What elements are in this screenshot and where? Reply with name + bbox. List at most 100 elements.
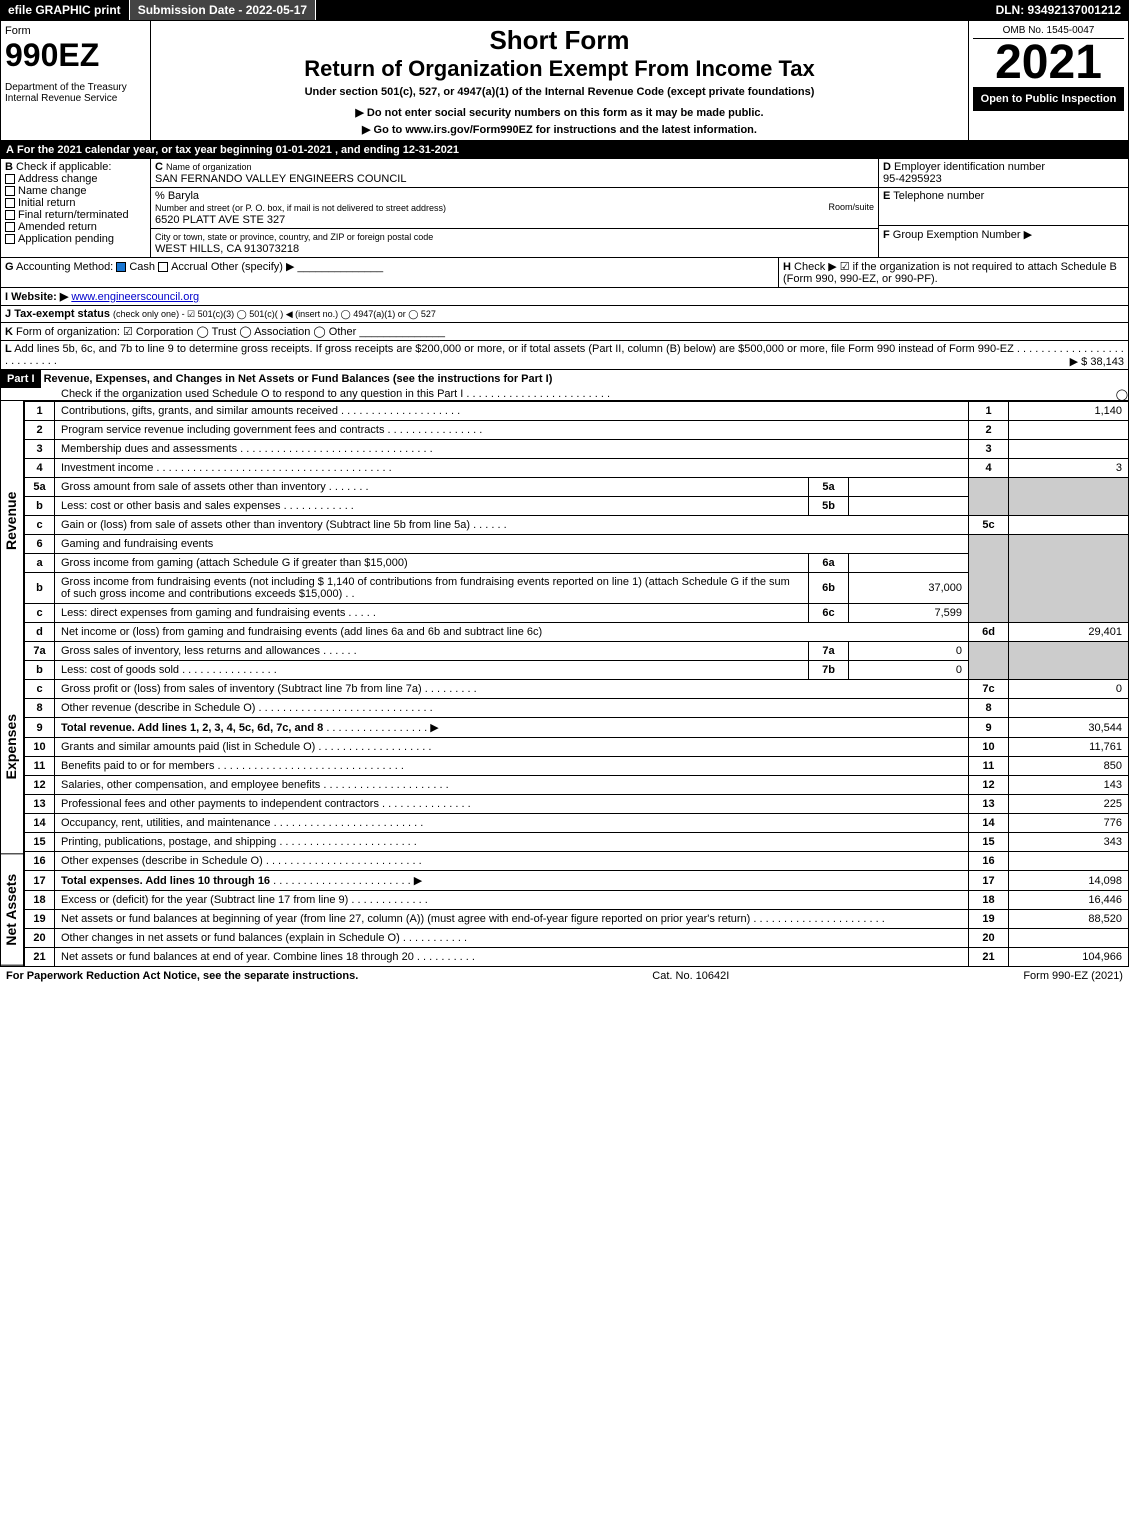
top-bar: efile GRAPHIC print Submission Date - 20…: [0, 0, 1129, 20]
line4-val: 3: [1009, 459, 1129, 478]
section-gh-row: G Accounting Method: Cash Accrual Other …: [0, 258, 1129, 288]
open-to-public-box: Open to Public Inspection: [973, 87, 1124, 111]
line2-val: [1009, 421, 1129, 440]
line13-val: 225: [1009, 795, 1129, 814]
line18-desc: Excess or (deficit) for the year (Subtra…: [61, 894, 348, 906]
line7b-val: 0: [849, 661, 969, 680]
form-title-block: Short Form Return of Organization Exempt…: [151, 21, 968, 140]
table-row: 4Investment income . . . . . . . . . . .…: [25, 459, 1129, 478]
line16-desc: Other expenses (describe in Schedule O): [61, 855, 263, 867]
line21-desc: Net assets or fund balances at end of ye…: [61, 951, 414, 963]
dept-label: Department of the Treasury: [5, 82, 146, 93]
line17-desc: Total expenses. Add lines 10 through 16: [61, 875, 270, 887]
under-section-text: Under section 501(c), 527, or 4947(a)(1)…: [155, 86, 964, 98]
line21-val: 104,966: [1009, 948, 1129, 967]
name-change-checkbox[interactable]: [5, 186, 15, 196]
amended-return-checkbox[interactable]: [5, 222, 15, 232]
line5b-mid: 5b: [809, 497, 849, 516]
accrual-label: Accrual: [171, 261, 208, 273]
cash-label: Cash: [129, 261, 155, 273]
line7a-mid: 7a: [809, 642, 849, 661]
form-id-block: Form 990EZ Department of the Treasury In…: [1, 21, 151, 140]
line1-n: 1: [969, 402, 1009, 421]
application-pending-label: Application pending: [18, 233, 114, 245]
initial-return-label: Initial return: [18, 197, 75, 209]
section-k-text: ☑ Corporation ◯ Trust ◯ Association ◯ Ot…: [123, 326, 356, 338]
submission-date-button[interactable]: Submission Date - 2022-05-17: [130, 0, 316, 20]
website-link[interactable]: www.engineerscouncil.org: [71, 291, 199, 303]
line16-val: [1009, 852, 1129, 871]
section-k-label: Form of organization:: [16, 326, 120, 338]
footer-center: Cat. No. 10642I: [652, 970, 729, 982]
line6a-val: [849, 554, 969, 573]
part1-check-val: ◯: [1116, 388, 1128, 401]
line7b-desc: Less: cost of goods sold: [61, 664, 179, 676]
footer-left: For Paperwork Reduction Act Notice, see …: [6, 970, 358, 982]
line17-arrow: ▶: [414, 875, 422, 887]
address-change-checkbox[interactable]: [5, 174, 15, 184]
initial-return-checkbox[interactable]: [5, 198, 15, 208]
line8-desc: Other revenue (describe in Schedule O): [61, 702, 255, 714]
city-label: City or town, state or province, country…: [155, 232, 433, 242]
line6b-mid: 6b: [809, 573, 849, 604]
line12-desc: Salaries, other compensation, and employ…: [61, 779, 320, 791]
line15-n: 15: [969, 833, 1009, 852]
line1-val: 1,140: [1009, 402, 1129, 421]
line10-desc: Grants and similar amounts paid (list in…: [61, 741, 315, 753]
section-e-label: Telephone number: [893, 190, 984, 202]
section-c-block: C Name of organization SAN FERNANDO VALL…: [151, 159, 878, 257]
line5c-desc: Gain or (loss) from sale of assets other…: [61, 519, 470, 531]
table-row: 20Other changes in net assets or fund ba…: [25, 929, 1129, 948]
line6b-val: 37,000: [849, 573, 969, 604]
line11-desc: Benefits paid to or for members: [61, 760, 214, 772]
final-return-checkbox[interactable]: [5, 210, 15, 220]
line5a-val: [849, 478, 969, 497]
part1-body: Revenue Expenses Net Assets 1Contributio…: [0, 401, 1129, 967]
cash-checkbox[interactable]: [116, 262, 126, 272]
dln-label: DLN: 93492137001212: [988, 0, 1129, 20]
line12-n: 12: [969, 776, 1009, 795]
line18-val: 16,446: [1009, 891, 1129, 910]
form-number: 990EZ: [5, 37, 146, 74]
line15-val: 343: [1009, 833, 1129, 852]
efile-print-button[interactable]: efile GRAPHIC print: [0, 0, 130, 20]
street-label: Number and street (or P. O. box, if mail…: [155, 203, 446, 213]
line7c-desc: Gross profit or (loss) from sales of inv…: [61, 683, 422, 695]
line20-val: [1009, 929, 1129, 948]
table-row: 17Total expenses. Add lines 10 through 1…: [25, 871, 1129, 891]
section-l-text: Add lines 5b, 6c, and 7b to line 9 to de…: [14, 343, 1014, 355]
line14-n: 14: [969, 814, 1009, 833]
line7a-desc: Gross sales of inventory, less returns a…: [61, 645, 320, 657]
line5c-n: 5c: [969, 516, 1009, 535]
section-j-label: Tax-exempt status: [14, 308, 110, 320]
line13-desc: Professional fees and other payments to …: [61, 798, 379, 810]
line9-n: 9: [969, 718, 1009, 738]
ein-value: 95-4295923: [883, 173, 942, 185]
table-row: 18Excess or (deficit) for the year (Subt…: [25, 891, 1129, 910]
room-label: Room/suite: [828, 202, 874, 212]
part1-table: 1Contributions, gifts, grants, and simil…: [24, 401, 1129, 967]
part1-check-text: Check if the organization used Schedule …: [1, 388, 463, 400]
line6a-mid: 6a: [809, 554, 849, 573]
line6a-desc: Gross income from gaming (attach Schedul…: [61, 557, 408, 569]
address-change-label: Address change: [18, 173, 98, 185]
line7b-mid: 7b: [809, 661, 849, 680]
section-j-row: J Tax-exempt status (check only one) - ☑…: [0, 306, 1129, 323]
other-label: Other (specify) ▶: [211, 261, 295, 273]
line-a-text: For the 2021 calendar year, or tax year …: [17, 144, 459, 156]
part1-header-row: Part I Revenue, Expenses, and Changes in…: [0, 370, 1129, 401]
line19-val: 88,520: [1009, 910, 1129, 929]
table-row: 21Net assets or fund balances at end of …: [25, 948, 1129, 967]
section-i-row: I Website: ▶ www.engineerscouncil.org: [0, 288, 1129, 306]
table-row: 11Benefits paid to or for members . . . …: [25, 757, 1129, 776]
line2-n: 2: [969, 421, 1009, 440]
section-f-label: Group Exemption Number ▶: [893, 229, 1032, 241]
table-row: 15Printing, publications, postage, and s…: [25, 833, 1129, 852]
table-row: bGross income from fundraising events (n…: [25, 573, 1129, 604]
line5c-val: [1009, 516, 1129, 535]
application-pending-checkbox[interactable]: [5, 234, 15, 244]
goto-link[interactable]: ▶ Go to www.irs.gov/Form990EZ for instru…: [155, 123, 964, 136]
table-row: 1Contributions, gifts, grants, and simil…: [25, 402, 1129, 421]
accrual-checkbox[interactable]: [158, 262, 168, 272]
line9-val: 30,544: [1009, 718, 1129, 738]
